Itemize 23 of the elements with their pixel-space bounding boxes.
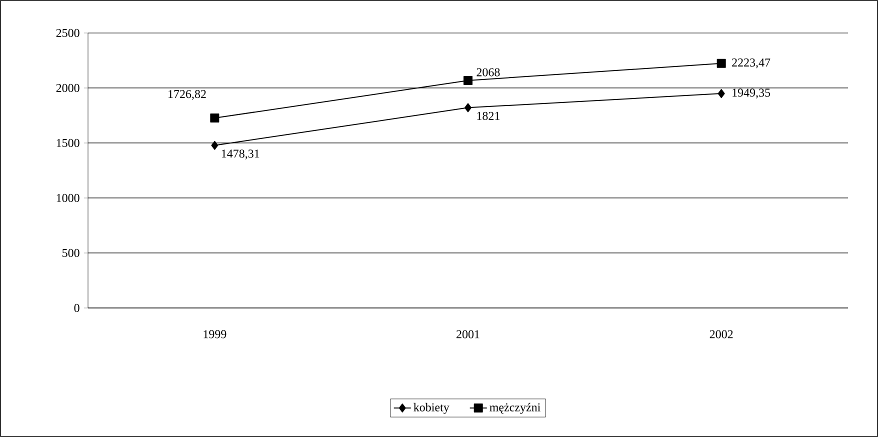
y-tick-label: 0 [74, 304, 80, 312]
data-label: 1726,82 [168, 90, 206, 100]
legend-label: mężczyźni [490, 402, 540, 414]
data-label: 2068 [476, 68, 500, 76]
point [718, 89, 725, 98]
legend-label: kobiety [414, 402, 450, 414]
point [210, 114, 220, 123]
y-tick-label: 1000 [56, 194, 80, 202]
data-label: 1478,31 [222, 150, 260, 160]
x-tick-label: 1999 [204, 330, 226, 338]
data-label: 1821 [477, 112, 500, 120]
point [464, 103, 472, 112]
y-tick-label: 2000 [56, 84, 80, 92]
x-tick-label: 2001 [456, 330, 480, 338]
y-tick-label: 2500 [56, 28, 80, 38]
y-tick-label: 500 [62, 248, 80, 258]
point [716, 58, 726, 68]
point [464, 76, 473, 86]
x-tick-label: 2002 [710, 330, 733, 338]
data-label: 2223,47 [732, 58, 770, 68]
point [211, 140, 218, 150]
y-tick-label: 1500 [56, 138, 80, 148]
data-label: 1949,35 [732, 88, 770, 98]
